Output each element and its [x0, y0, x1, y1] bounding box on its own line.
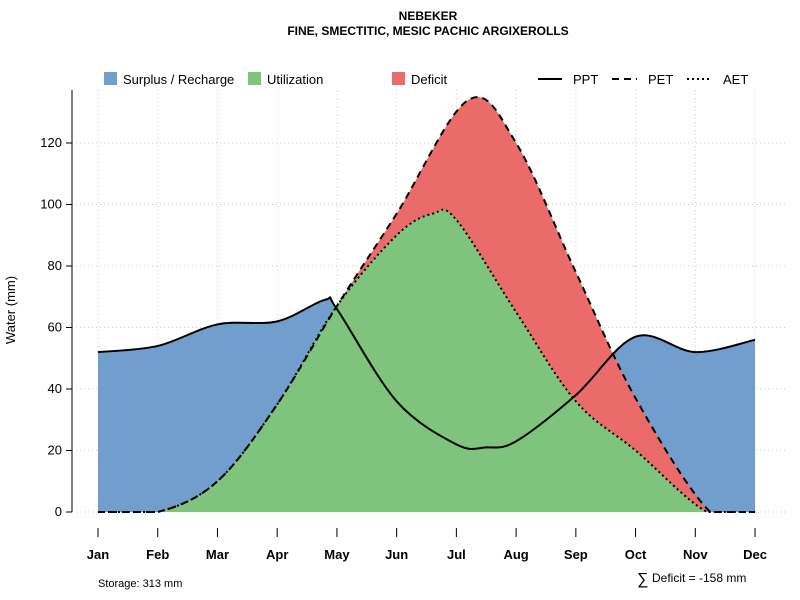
x-tick-label: Nov: [683, 547, 708, 562]
line-pet: [97, 96, 756, 514]
legend-label-aet: AET: [723, 72, 748, 87]
x-tick-label: Jul: [447, 547, 466, 562]
y-tick-label: 80: [48, 258, 62, 273]
x-tick-label: Dec: [743, 547, 767, 562]
legend-swatch-deficit: [392, 72, 405, 85]
y-tick-label: 100: [40, 197, 62, 212]
storage-annotation: Storage: 313 mm: [98, 578, 182, 590]
x-tick-label: Feb: [146, 547, 169, 562]
sigma-icon: ∑: [637, 571, 648, 588]
y-tick-label: 120: [40, 135, 62, 150]
legend: Surplus / Recharge Utilization Deficit P…: [104, 72, 748, 87]
x-tick-label: Aug: [503, 547, 528, 562]
y-tick-label: 60: [48, 320, 62, 335]
legend-label-deficit: Deficit: [411, 72, 448, 87]
x-tick-label: Sep: [564, 547, 588, 562]
x-tick-label: Jun: [385, 547, 408, 562]
y-axis-label: Water (mm): [3, 276, 18, 344]
line-aet: [97, 208, 756, 514]
x-tick-label: Jan: [87, 547, 109, 562]
legend-swatch-utilization: [248, 72, 261, 85]
legend-label-utilization: Utilization: [267, 72, 323, 87]
chart-title: NEBEKER: [399, 9, 458, 23]
deficit-annotation: Deficit = -158 mm: [652, 571, 746, 585]
y-tick-label: 40: [48, 381, 62, 396]
x-tick-label: Apr: [266, 547, 288, 562]
y-tick-label: 20: [48, 443, 62, 458]
legend-label-pet: PET: [648, 72, 673, 87]
area-utilization: [98, 209, 756, 512]
legend-label-ppt: PPT: [573, 72, 598, 87]
chart-subtitle: FINE, SMECTITIC, MESIC PACHIC ARGIXEROLL…: [287, 24, 568, 38]
legend-swatch-surplus: [104, 72, 117, 85]
x-tick-label: Oct: [625, 547, 647, 562]
x-tick-label: May: [324, 547, 350, 562]
legend-label-surplus: Surplus / Recharge: [123, 72, 234, 87]
line-ppt: [97, 296, 756, 450]
y-tick-label: 0: [55, 504, 62, 519]
x-tick-label: Mar: [206, 547, 229, 562]
